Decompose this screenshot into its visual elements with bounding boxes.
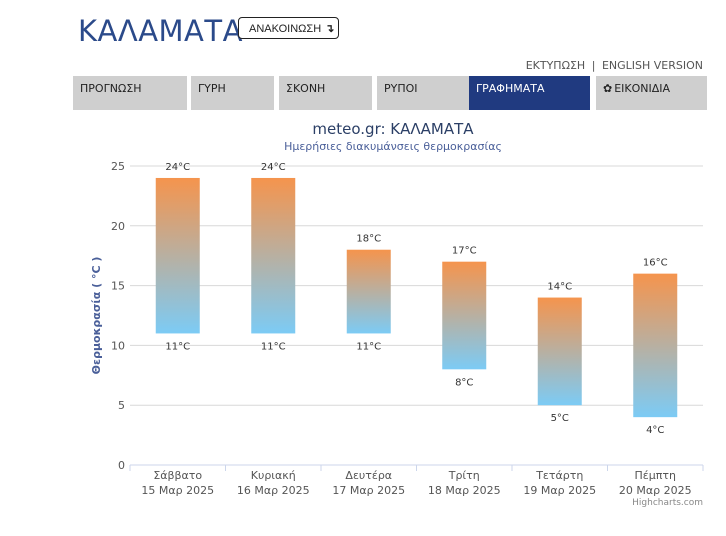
y-tick-label: 10 bbox=[111, 339, 125, 352]
x-tick-date-label: 17 Μαρ 2025 bbox=[332, 484, 405, 497]
tab-label: ΣΚΟΝΗ bbox=[286, 82, 326, 95]
tab-label: ΕΙΚΟΝΙΔΙΑ bbox=[614, 82, 671, 95]
tab-charts[interactable]: ΓΡΑΦΗΜΑΤΑ bbox=[469, 76, 590, 110]
link-separator: | bbox=[591, 59, 596, 72]
chart-plot: 0 5 10 15 20 25 Θερμοκρασία ( °C ) 24°C 11°C Σάββ… bbox=[90, 160, 704, 497]
low-temp-label: 11°C bbox=[356, 341, 381, 352]
low-temp-label: 5°C bbox=[551, 413, 569, 424]
arrow-down-return-icon: ↴ bbox=[325, 23, 335, 35]
high-temp-label: 14°C bbox=[547, 282, 572, 293]
temperature-range-bar bbox=[155, 177, 200, 334]
top-links: ΕΚΤΥΠΩΣΗ | ENGLISH VERSION bbox=[526, 59, 703, 72]
x-tick-date-label: 19 Μαρ 2025 bbox=[523, 484, 596, 497]
high-temp-label: 16°C bbox=[643, 258, 668, 269]
y-axis-title: Θερμοκρασία ( °C ) bbox=[90, 257, 103, 375]
low-temp-label: 11°C bbox=[165, 341, 190, 352]
high-temp-label: 24°C bbox=[261, 162, 286, 173]
y-tick-label: 20 bbox=[111, 220, 125, 233]
tab-bar: ΠΡΟΓΝΩΣΗ ΓΥΡΗ ΣΚΟΝΗ ΡΥΠΟΙ ΓΡΑΦΗΜΑΤΑ ✿ ΕΙΚ… bbox=[73, 76, 707, 110]
low-temp-label: 8°C bbox=[455, 377, 473, 388]
chart-title: meteo.gr: ΚΑΛΑΜΑΤΑ bbox=[312, 120, 474, 138]
x-tick-day-label: Δευτέρα bbox=[345, 469, 392, 482]
temperature-chart: meteo.gr: ΚΑΛΑΜΑΤΑ Ημερήσιες διακυμάνσει… bbox=[73, 112, 707, 516]
y-tick-label: 15 bbox=[111, 280, 125, 293]
low-temp-label: 11°C bbox=[261, 341, 286, 352]
temperature-range-bar bbox=[537, 297, 582, 406]
tab-forecast[interactable]: ΠΡΟΓΝΩΣΗ bbox=[73, 76, 187, 110]
x-tick-date-label: 16 Μαρ 2025 bbox=[237, 484, 310, 497]
x-tick-day-label: Σάββατο bbox=[153, 469, 202, 482]
high-temp-label: 17°C bbox=[452, 246, 477, 257]
tab-icons[interactable]: ✿ ΕΙΚΟΝΙΔΙΑ bbox=[596, 76, 707, 110]
tab-label: ΠΡΟΓΝΩΣΗ bbox=[80, 82, 142, 95]
x-tick-day-label: Τετάρτη bbox=[535, 469, 583, 482]
tab-label: ΓΡΑΦΗΜΑΤΑ bbox=[476, 82, 545, 95]
y-tick-label: 25 bbox=[111, 160, 125, 173]
y-tick-label: 5 bbox=[118, 399, 125, 412]
temperature-range-bar bbox=[442, 261, 487, 370]
page-title: ΚΑΛΑΜΑΤΑ bbox=[78, 14, 243, 48]
tab-pollutants[interactable]: ΡΥΠΟΙ bbox=[377, 76, 471, 110]
chart-subtitle: Ημερήσιες διακυμάνσεις θερμοκρασίας bbox=[284, 140, 502, 153]
tab-label: ΡΥΠΟΙ bbox=[384, 82, 418, 95]
x-tick-day-label: Τρίτη bbox=[448, 469, 480, 482]
tab-dust[interactable]: ΣΚΟΝΗ bbox=[279, 76, 372, 110]
chart-credits[interactable]: Highcharts.com bbox=[632, 498, 703, 508]
gear-icon: ✿ bbox=[603, 82, 613, 95]
announcement-button[interactable]: ΑΝΑΚΟΙΝΩΣΗ ↴ bbox=[238, 17, 339, 39]
print-link[interactable]: ΕΚΤΥΠΩΣΗ bbox=[525, 59, 586, 72]
x-tick-date-label: 15 Μαρ 2025 bbox=[141, 484, 214, 497]
temperature-range-bar bbox=[251, 177, 296, 334]
announcement-label: ΑΝΑΚΟΙΝΩΣΗ bbox=[249, 23, 322, 35]
temperature-range-bar bbox=[633, 273, 678, 418]
temperature-range-bar bbox=[346, 249, 391, 334]
x-tick-date-label: 18 Μαρ 2025 bbox=[428, 484, 501, 497]
english-version-link[interactable]: ENGLISH VERSION bbox=[601, 59, 703, 72]
tab-label: ΓΥΡΗ bbox=[198, 82, 226, 95]
x-tick-date-label: 20 Μαρ 2025 bbox=[619, 484, 692, 497]
tab-pollen[interactable]: ΓΥΡΗ bbox=[191, 76, 274, 110]
high-temp-label: 18°C bbox=[356, 234, 381, 245]
x-tick-day-label: Πέμπτη bbox=[635, 469, 676, 482]
high-temp-label: 24°C bbox=[165, 162, 190, 173]
x-tick-day-label: Κυριακή bbox=[251, 469, 296, 482]
y-tick-label: 0 bbox=[118, 459, 125, 472]
low-temp-label: 4°C bbox=[646, 425, 664, 436]
